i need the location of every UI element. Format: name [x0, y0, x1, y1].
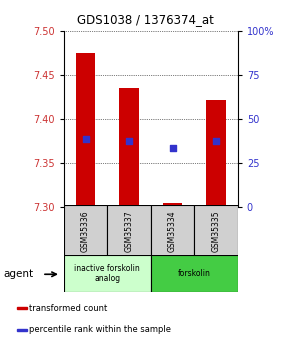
Bar — [64, 255, 151, 292]
Text: GSM35336: GSM35336 — [81, 210, 90, 252]
Text: inactive forskolin
analog: inactive forskolin analog — [75, 264, 140, 283]
Point — [214, 138, 218, 144]
Bar — [119, 88, 139, 207]
Bar — [163, 203, 182, 207]
Text: percentile rank within the sample: percentile rank within the sample — [28, 325, 171, 334]
Bar — [151, 255, 238, 292]
Text: agent: agent — [3, 269, 33, 279]
Text: forskolin: forskolin — [178, 269, 211, 278]
Bar — [107, 205, 151, 257]
Text: GSM35337: GSM35337 — [124, 210, 134, 252]
Text: GSM35335: GSM35335 — [211, 210, 221, 252]
Point — [83, 137, 88, 142]
Bar — [17, 307, 27, 309]
Text: transformed count: transformed count — [28, 304, 107, 313]
Text: GDS1038 / 1376374_at: GDS1038 / 1376374_at — [77, 13, 213, 26]
Bar — [76, 53, 95, 207]
Bar — [206, 100, 226, 207]
Point — [170, 145, 175, 151]
Text: GSM35334: GSM35334 — [168, 210, 177, 252]
Bar — [194, 205, 238, 257]
Bar — [64, 205, 107, 257]
Bar — [151, 205, 194, 257]
Bar — [17, 328, 27, 331]
Point — [127, 138, 131, 144]
